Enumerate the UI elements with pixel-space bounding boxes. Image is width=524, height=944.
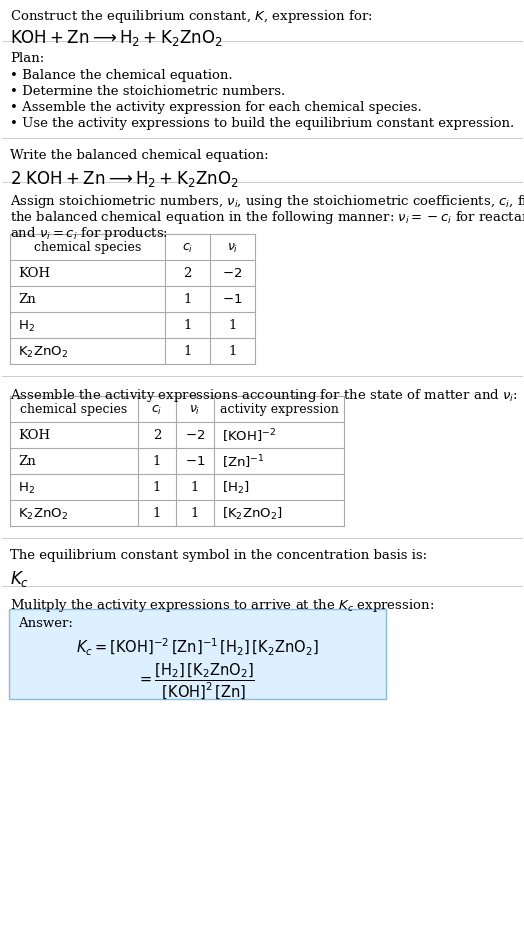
Text: $-1$: $-1$ [222,294,243,306]
Text: Construct the equilibrium constant, $K$, expression for:: Construct the equilibrium constant, $K$,… [10,8,373,25]
Text: $-2$: $-2$ [185,429,205,442]
Text: 1: 1 [228,346,237,358]
Text: $\mathrm{KOH + Zn} \longrightarrow \mathrm{H_2 + K_2ZnO_2}$: $\mathrm{KOH + Zn} \longrightarrow \math… [10,28,223,48]
Text: Mulitply the activity expressions to arrive at the $K_c$ expression:: Mulitply the activity expressions to arr… [10,597,434,614]
Text: $[\mathrm{KOH}]^{-2}$: $[\mathrm{KOH}]^{-2}$ [222,427,276,445]
Text: 1: 1 [183,319,192,332]
Text: the balanced chemical equation in the following manner: $\nu_i = -c_i$ for react: the balanced chemical equation in the fo… [10,209,524,226]
Text: Write the balanced chemical equation:: Write the balanced chemical equation: [10,149,269,161]
Text: $\mathrm{K_2ZnO_2}$: $\mathrm{K_2ZnO_2}$ [18,506,68,521]
Text: $c_i$: $c_i$ [182,242,193,254]
Text: Zn: Zn [18,455,36,468]
Text: 1: 1 [153,507,161,520]
Text: 1: 1 [191,481,199,494]
Text: 1: 1 [191,507,199,520]
Text: KOH: KOH [18,267,50,280]
Text: • Determine the stoichiometric numbers.: • Determine the stoichiometric numbers. [10,85,285,98]
Text: $c_i$: $c_i$ [151,403,162,416]
Text: $\mathrm{H_2}$: $\mathrm{H_2}$ [18,480,35,495]
FancyBboxPatch shape [9,610,386,700]
Text: 1: 1 [153,481,161,494]
Text: $\nu_i$: $\nu_i$ [227,242,238,254]
Text: 1: 1 [183,294,192,306]
Text: 1: 1 [228,319,237,332]
Text: $[\mathrm{Zn}]^{-1}$: $[\mathrm{Zn}]^{-1}$ [222,453,265,470]
Text: Plan:: Plan: [10,52,44,65]
Text: $K_c = [\mathrm{KOH}]^{-2}\,[\mathrm{Zn}]^{-1}\,[\mathrm{H_2}]\,[\mathrm{K_2ZnO_: $K_c = [\mathrm{KOH}]^{-2}\,[\mathrm{Zn}… [76,636,319,657]
Text: • Balance the chemical equation.: • Balance the chemical equation. [10,69,233,82]
Text: $K_c$: $K_c$ [10,568,29,588]
Text: 1: 1 [153,455,161,468]
Text: and $\nu_i = c_i$ for products:: and $\nu_i = c_i$ for products: [10,225,168,242]
Text: Assign stoichiometric numbers, $\nu_i$, using the stoichiometric coefficients, $: Assign stoichiometric numbers, $\nu_i$, … [10,193,524,210]
Text: KOH: KOH [18,429,50,442]
Text: Assemble the activity expressions accounting for the state of matter and $\nu_i$: Assemble the activity expressions accoun… [10,387,518,404]
Text: $[\mathrm{H_2}]$: $[\mathrm{H_2}]$ [222,480,249,496]
Text: • Assemble the activity expression for each chemical species.: • Assemble the activity expression for e… [10,101,422,114]
Text: $= \dfrac{[\mathrm{H_2}]\,[\mathrm{K_2ZnO_2}]}{[\mathrm{KOH}]^{2}\,[\mathrm{Zn}]: $= \dfrac{[\mathrm{H_2}]\,[\mathrm{K_2Zn… [137,660,255,700]
Text: $\mathrm{2\ KOH + Zn} \longrightarrow \mathrm{H_2 + K_2ZnO_2}$: $\mathrm{2\ KOH + Zn} \longrightarrow \m… [10,169,238,189]
Text: $-1$: $-1$ [185,455,205,468]
Text: $\mathrm{K_2ZnO_2}$: $\mathrm{K_2ZnO_2}$ [18,344,68,359]
Text: 2: 2 [153,429,161,442]
Text: • Use the activity expressions to build the equilibrium constant expression.: • Use the activity expressions to build … [10,117,514,130]
Text: 2: 2 [183,267,192,280]
Text: $[\mathrm{K_2ZnO_2}]$: $[\mathrm{K_2ZnO_2}]$ [222,505,282,521]
Text: chemical species: chemical species [34,242,141,254]
Text: activity expression: activity expression [220,403,339,416]
Text: 1: 1 [183,346,192,358]
Text: $-2$: $-2$ [222,267,243,280]
Text: chemical species: chemical species [20,403,128,416]
Text: $\nu_i$: $\nu_i$ [189,403,201,416]
Text: Zn: Zn [18,294,36,306]
Text: $\mathrm{H_2}$: $\mathrm{H_2}$ [18,318,35,333]
Text: Answer:: Answer: [18,616,73,630]
Text: The equilibrium constant symbol in the concentration basis is:: The equilibrium constant symbol in the c… [10,548,427,562]
